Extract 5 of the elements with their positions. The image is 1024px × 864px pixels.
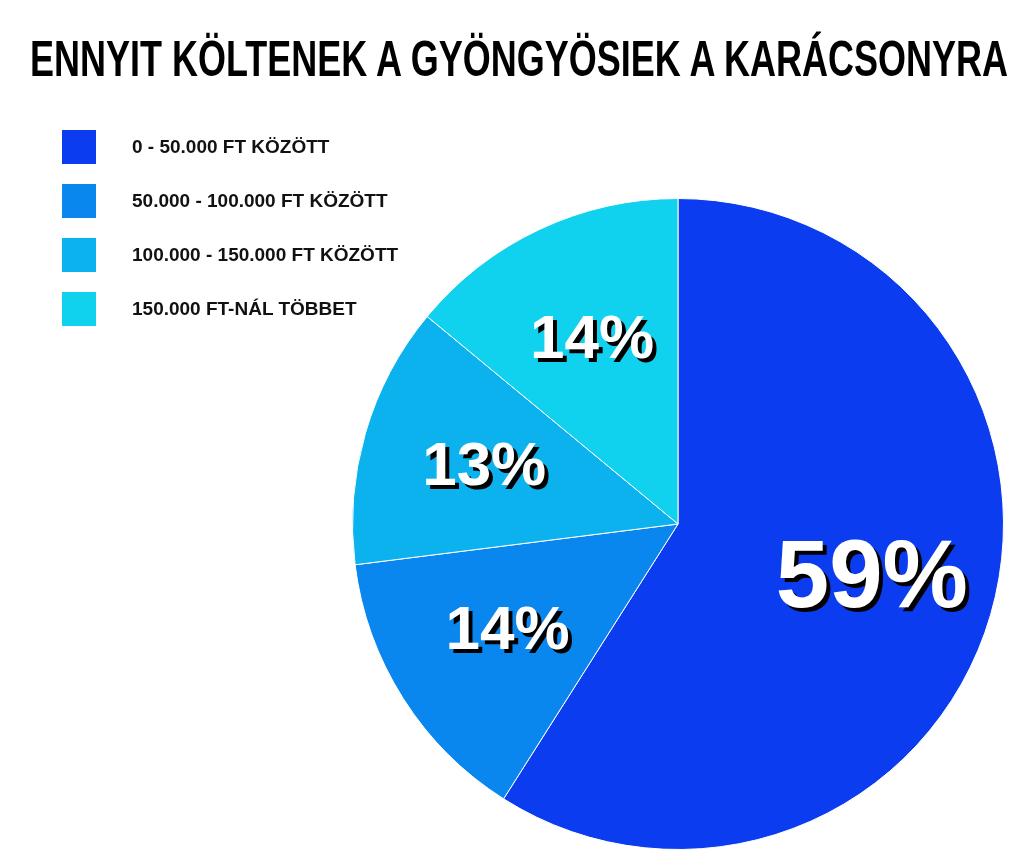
legend-label: 100.000 - 150.000 FT KÖZÖTT bbox=[132, 244, 399, 266]
chart-title: ENNYIT KÖLTENEK A GYÖNGYÖSIEK A KARÁCSONYRA bbox=[30, 30, 1009, 88]
legend-label: 150.000 FT-NÁL TÖBBET bbox=[132, 298, 357, 320]
legend-label: 50.000 - 100.000 FT KÖZÖTT bbox=[132, 190, 388, 212]
legend-label: 0 - 50.000 FT KÖZÖTT bbox=[132, 136, 330, 158]
